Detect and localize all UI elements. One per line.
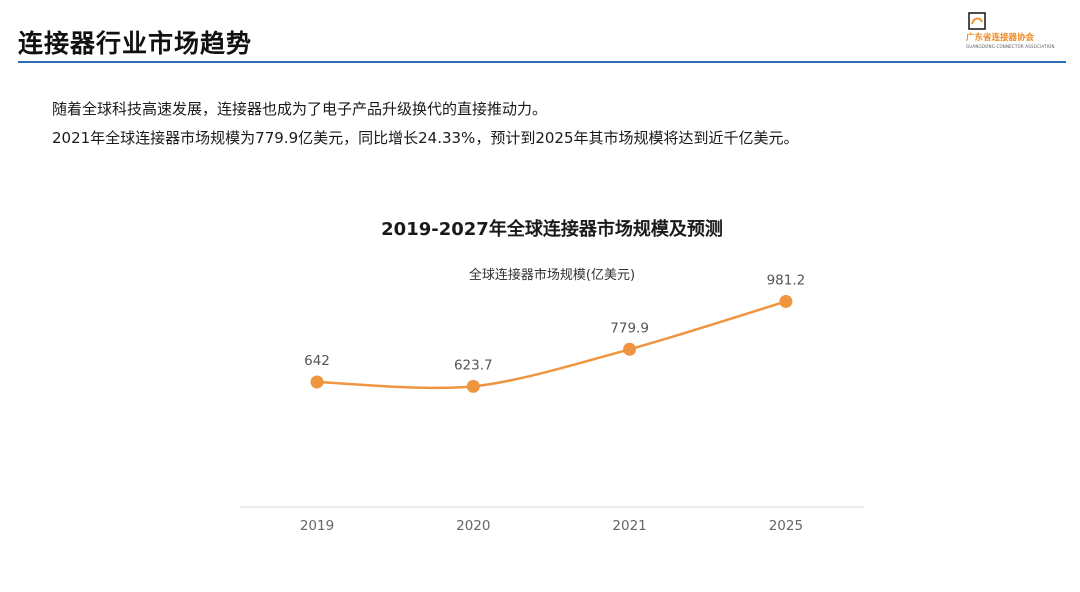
- data-point-2020: [466, 379, 480, 393]
- logo-subtitle: GUANGDONG CONNECTOR ASSOCIATION: [966, 44, 1055, 49]
- title-divider: [18, 61, 1066, 63]
- series-line: [316, 300, 787, 390]
- series-label: 全球连接器市场规模(亿美元): [468, 268, 636, 283]
- logo-mark-icon: [968, 12, 986, 30]
- data-label-2020: 623.7: [454, 357, 493, 373]
- x-tick-label-2025: 2025: [769, 518, 803, 534]
- x-tick-label-2021: 2021: [612, 518, 646, 534]
- data-label-2025: 981.2: [767, 272, 806, 288]
- data-point-2025: [779, 294, 793, 308]
- x-tick-label-2019: 2019: [300, 518, 334, 534]
- intro-text: 随着全球科技高速发展，连接器也成为了电子产品升级换代的直接推动力。 2021年全…: [52, 95, 799, 153]
- page-title: 连接器行业市场趋势: [18, 29, 253, 58]
- intro-line-1: 随着全球科技高速发展，连接器也成为了电子产品升级换代的直接推动力。: [52, 100, 548, 118]
- data-point-2019: [310, 375, 324, 389]
- x-tick-label-2020: 2020: [456, 518, 490, 534]
- data-label-2021: 779.9: [610, 320, 649, 336]
- logo-name: 广东省连接器协会: [966, 33, 1035, 43]
- intro-line-2: 2021年全球连接器市场规模为779.9亿美元，同比增长24.33%，预计到20…: [52, 129, 799, 147]
- data-label-2019: 642: [304, 353, 330, 369]
- chart-title: 2019-2027年全球连接器市场规模及预测: [381, 219, 723, 240]
- association-logo: 广东省连接器协会 GUANGDONG CONNECTOR ASSOCIATION: [966, 12, 1054, 52]
- data-point-2021: [623, 342, 637, 356]
